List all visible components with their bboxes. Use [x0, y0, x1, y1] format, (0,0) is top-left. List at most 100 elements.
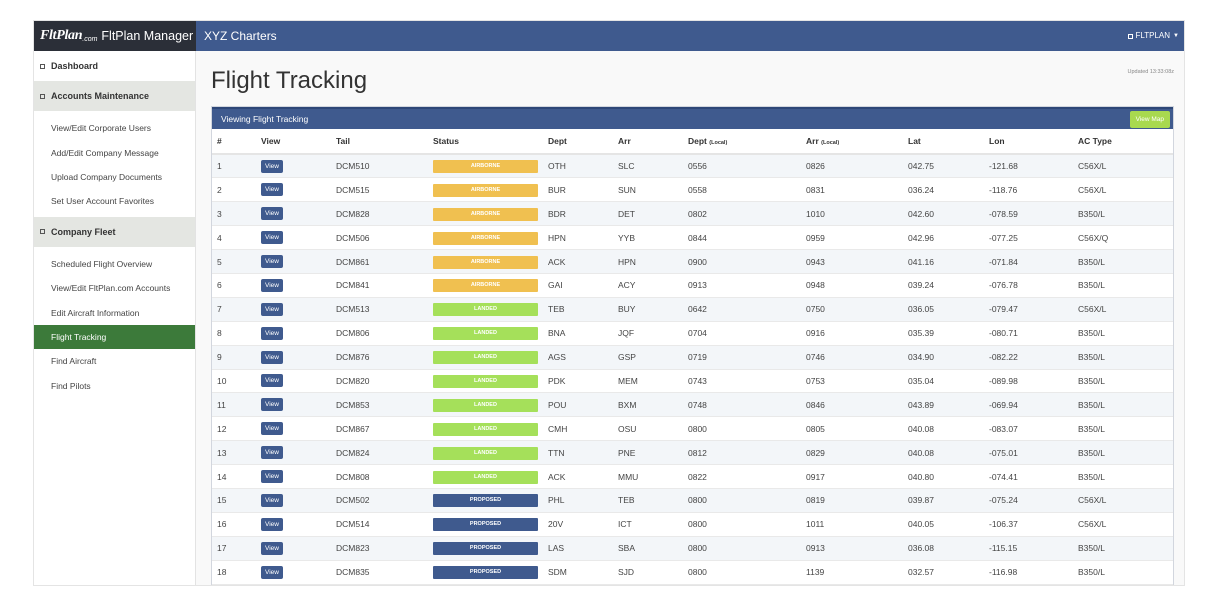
- view-button[interactable]: View: [261, 159, 283, 173]
- cell-view: View: [256, 512, 331, 537]
- sidebar-item-set-user-account-favorites[interactable]: Set User Account Favorites: [51, 196, 154, 207]
- cell-tail: DCM876: [331, 345, 428, 370]
- sidebar-item-dashboard[interactable]: Dashboard: [34, 51, 195, 81]
- cell-view: View: [256, 154, 331, 179]
- cell-num: 4: [212, 225, 256, 251]
- cell-actype: B350/L: [1073, 392, 1173, 418]
- cell-dept-local: 0556: [683, 154, 801, 179]
- sidebar-section-accounts[interactable]: Accounts Maintenance: [34, 81, 195, 111]
- col-header-actype[interactable]: AC Type: [1073, 129, 1173, 155]
- view-button[interactable]: View: [261, 493, 283, 507]
- cell-tail: DCM823: [331, 536, 428, 561]
- cell-dept-local: 0719: [683, 345, 801, 370]
- sidebar-item-edit-aircraft-information[interactable]: Edit Aircraft Information: [51, 307, 140, 318]
- view-button[interactable]: View: [261, 326, 283, 340]
- cell-dept-local: 0800: [683, 536, 801, 561]
- cell-lon: -116.98: [984, 560, 1073, 585]
- view-button[interactable]: View: [261, 278, 283, 292]
- cell-lat: 036.05: [903, 297, 984, 322]
- cell-dept: PDK: [543, 369, 613, 394]
- col-header-status[interactable]: Status: [428, 129, 543, 155]
- cell-view: View: [256, 225, 331, 251]
- cell-dept-local: 0704: [683, 321, 801, 346]
- cell-status: AIRBORNE: [428, 249, 543, 274]
- view-button[interactable]: View: [261, 374, 283, 388]
- cell-dept-local: 0800: [683, 416, 801, 442]
- table-row: 16 View DCM514 PROPOSED 20V ICT 0800 1011 040.05…: [212, 512, 1173, 537]
- view-button[interactable]: View: [261, 446, 283, 460]
- app-window: FltPlan .com FltPlan Manager XYZ Charter…: [33, 20, 1185, 586]
- cell-lat: 036.08: [903, 536, 984, 561]
- table-row: 6 View DCM841 AIRBORNE GAI ACY 0913 0948 039.24-…: [212, 273, 1173, 298]
- caret-down-icon: ▼: [1173, 33, 1179, 39]
- view-button[interactable]: View: [261, 183, 283, 197]
- view-button[interactable]: View: [261, 422, 283, 436]
- cell-dept: HPN: [543, 225, 613, 251]
- col-header-tail[interactable]: Tail: [331, 129, 428, 155]
- cell-dept-local: 0900: [683, 249, 801, 274]
- view-button[interactable]: View: [261, 565, 283, 579]
- view-button[interactable]: View: [261, 255, 283, 268]
- cell-actype: B350/L: [1073, 201, 1173, 227]
- cell-tail: DCM861: [331, 249, 428, 274]
- sidebar-item-scheduled-flight-overview[interactable]: Scheduled Flight Overview: [51, 258, 153, 269]
- cell-actype: B350/L: [1073, 416, 1173, 442]
- flight-tracking-panel: Viewing Flight Tracking View Map # View …: [211, 106, 1174, 585]
- sidebar-item-find-pilots[interactable]: Find Pilots: [51, 380, 91, 391]
- cell-view: View: [256, 249, 331, 274]
- cell-status: AIRBORNE: [428, 177, 543, 203]
- sidebar-item-view-edit-fltplan-com-accounts[interactable]: View/Edit FltPlan.com Accounts: [51, 283, 171, 294]
- sidebar-item-add-edit-company-message[interactable]: Add/Edit Company Message: [51, 147, 159, 158]
- brand[interactable]: FltPlan .com FltPlan Manager: [34, 21, 196, 51]
- cell-num: 3: [212, 201, 256, 227]
- sidebar-item-view-edit-corporate-users[interactable]: View/Edit Corporate Users: [51, 123, 151, 134]
- table-row: 1 View DCM510 AIRBORNE OTH SLC 0556 0826 042.75-…: [212, 154, 1173, 179]
- table-row: 13 View DCM824 LANDED TTN PNE 0812 0829 040.08 -0…: [212, 440, 1173, 466]
- col-header-lon[interactable]: Lon: [984, 129, 1073, 155]
- user-icon: [1127, 33, 1133, 39]
- view-button[interactable]: View: [261, 207, 283, 221]
- cell-lon: -076.78: [984, 273, 1073, 298]
- table-row: 11 View DCM853 LANDED POU BXM 0748 0846 043.89 -0…: [212, 392, 1173, 418]
- col-header-lat[interactable]: Lat: [903, 129, 984, 155]
- cell-dept-local: 0642: [683, 297, 801, 322]
- flight-table: # View Tail Status Dept Arr Dept (Local)…: [212, 129, 1173, 585]
- sidebar-section-fleet[interactable]: Company Fleet: [34, 216, 195, 247]
- view-button[interactable]: View: [261, 231, 283, 245]
- cell-num: 7: [212, 297, 256, 322]
- col-header-arr-local[interactable]: Arr (Local): [801, 129, 903, 155]
- cell-dept-local: 0800: [683, 512, 801, 537]
- cell-view: View: [256, 201, 331, 227]
- cell-actype: B350/L: [1073, 464, 1173, 489]
- view-button[interactable]: View: [261, 470, 283, 484]
- user-menu[interactable]: FLTPLAN ▼: [1127, 21, 1179, 51]
- col-header-arr[interactable]: Arr: [613, 129, 683, 155]
- company-name: XYZ Charters: [204, 29, 277, 43]
- cell-arr: DET: [613, 201, 683, 227]
- col-header-dept-local[interactable]: Dept (Local): [683, 129, 801, 155]
- view-map-button[interactable]: View Map: [1129, 110, 1170, 128]
- sidebar-item-upload-company-documents[interactable]: Upload Company Documents: [51, 171, 163, 182]
- cell-arr-local: 0805: [801, 416, 903, 442]
- view-button[interactable]: View: [261, 398, 283, 412]
- cell-arr: SLC: [613, 154, 683, 179]
- cell-arr: HPN: [613, 249, 683, 274]
- sidebar-item-find-aircraft[interactable]: Find Aircraft: [51, 356, 97, 367]
- cell-status: LANDED: [428, 392, 543, 418]
- table-row: 7 View DCM513 LANDED TEB BUY 0642 0750 036.05 -07…: [212, 297, 1173, 322]
- cell-lat: 043.89: [903, 392, 984, 418]
- cell-tail: DCM514: [331, 512, 428, 537]
- cell-status: AIRBORNE: [428, 225, 543, 251]
- status-badge: PROPOSED: [433, 518, 538, 532]
- cell-dept: 20V: [543, 512, 613, 537]
- table-row: 9 View DCM876 LANDED AGS GSP 0719 0746 034.90 -08…: [212, 345, 1173, 370]
- view-button[interactable]: View: [261, 541, 283, 555]
- view-button[interactable]: View: [261, 302, 283, 316]
- cell-num: 8: [212, 321, 256, 346]
- view-button[interactable]: View: [261, 350, 283, 364]
- cell-view: View: [256, 560, 331, 585]
- cell-dept-local: 0802: [683, 201, 801, 227]
- sidebar-item-flight-tracking[interactable]: Flight Tracking: [34, 324, 195, 350]
- view-button[interactable]: View: [261, 517, 283, 531]
- col-header-dept[interactable]: Dept: [543, 129, 613, 155]
